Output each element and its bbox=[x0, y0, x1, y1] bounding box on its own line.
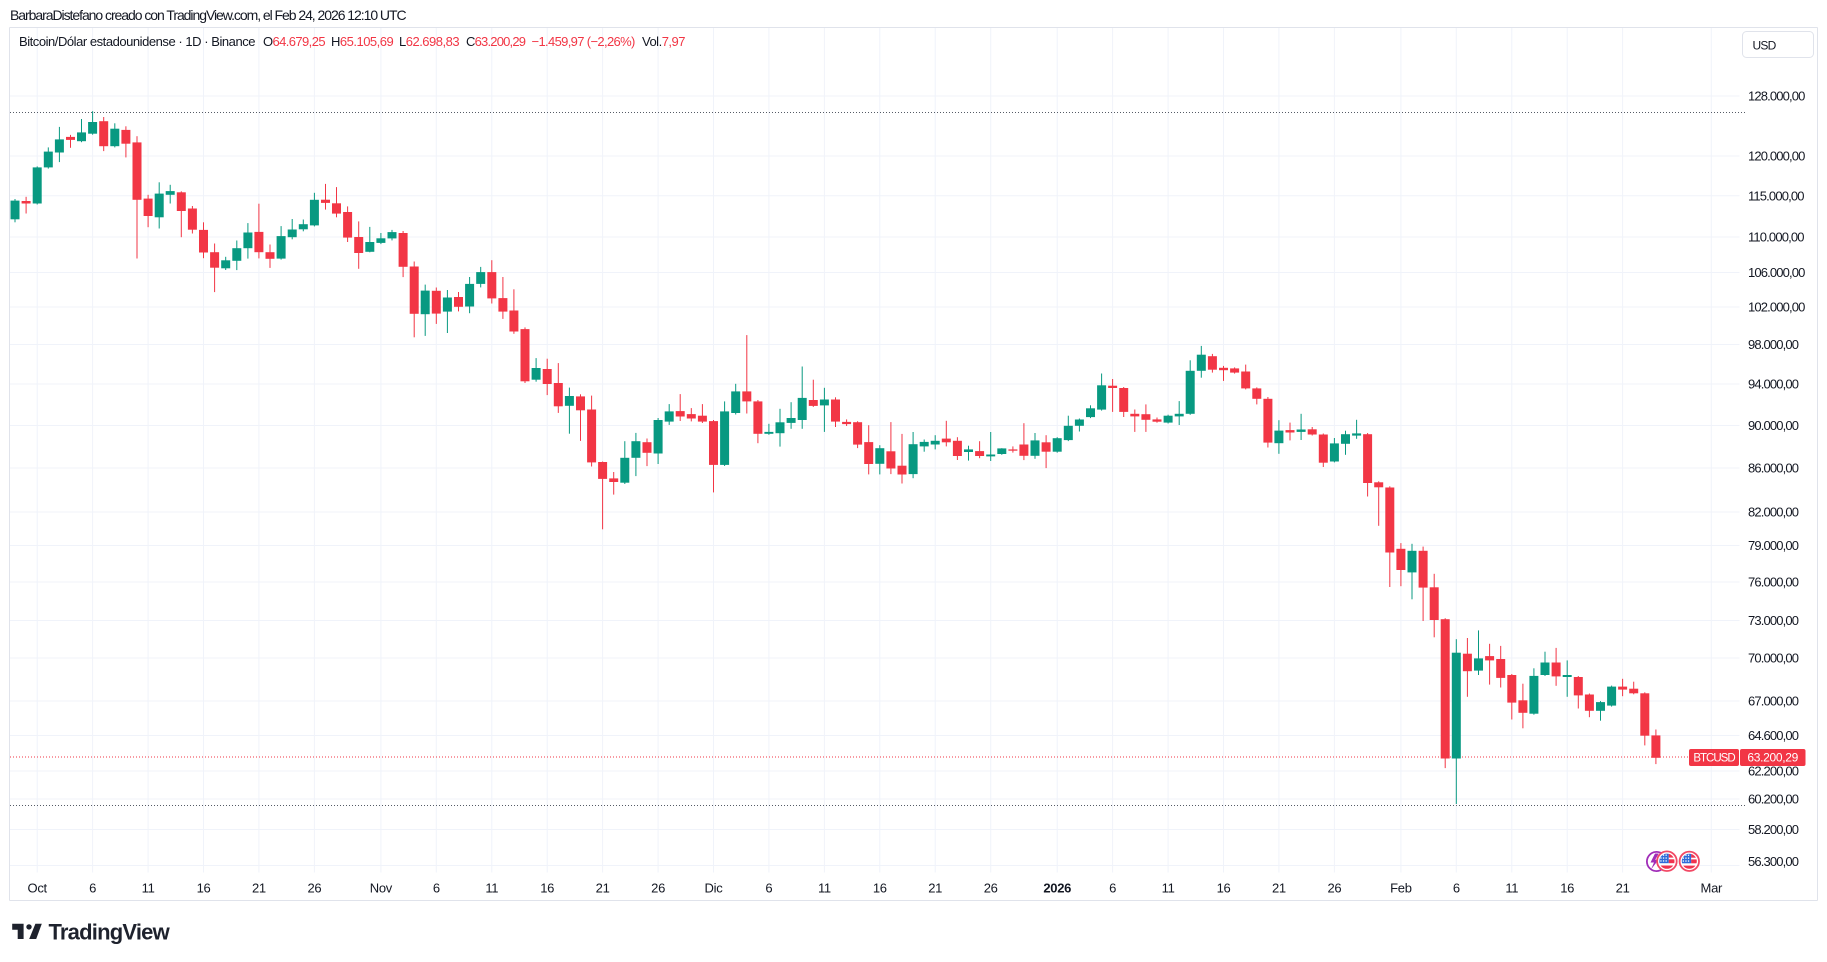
svg-text:Feb: Feb bbox=[1390, 881, 1412, 896]
svg-text:60.200,00: 60.200,00 bbox=[1748, 792, 1799, 807]
svg-text:C63.200,29: C63.200,29 bbox=[466, 34, 526, 49]
svg-text:128.000,00: 128.000,00 bbox=[1748, 89, 1805, 104]
svg-text:11: 11 bbox=[485, 881, 498, 896]
svg-text:102.000,00: 102.000,00 bbox=[1748, 300, 1805, 315]
svg-text:82.000,00: 82.000,00 bbox=[1748, 505, 1799, 520]
svg-text:21: 21 bbox=[1272, 881, 1286, 896]
svg-text:16: 16 bbox=[1560, 881, 1574, 896]
svg-text:L62.698,83: L62.698,83 bbox=[399, 34, 459, 49]
svg-text:64.600,00: 64.600,00 bbox=[1748, 728, 1799, 743]
svg-text:Bitcoin/Dólar estadounidense ·: Bitcoin/Dólar estadounidense · 1D · Bina… bbox=[19, 34, 255, 49]
svg-text:Mar: Mar bbox=[1701, 881, 1723, 896]
svg-text:6: 6 bbox=[1453, 881, 1460, 896]
svg-text:6: 6 bbox=[89, 881, 96, 896]
svg-text:67.000,00: 67.000,00 bbox=[1748, 694, 1799, 709]
svg-text:16: 16 bbox=[1217, 881, 1231, 896]
svg-text:16: 16 bbox=[197, 881, 211, 896]
svg-text:H65.105,69: H65.105,69 bbox=[331, 34, 393, 49]
svg-text:94.000,00: 94.000,00 bbox=[1748, 377, 1799, 392]
svg-text:16: 16 bbox=[540, 881, 554, 896]
svg-text:Dic: Dic bbox=[705, 881, 724, 896]
svg-text:BTCUSD: BTCUSD bbox=[1693, 753, 1735, 765]
svg-text:21: 21 bbox=[928, 881, 942, 896]
svg-text:USD: USD bbox=[1753, 39, 1777, 53]
svg-text:11: 11 bbox=[1505, 881, 1518, 896]
svg-text:BarbaraDistefano creado con Tr: BarbaraDistefano creado con TradingView.… bbox=[10, 7, 406, 23]
svg-text:106.000,00: 106.000,00 bbox=[1748, 265, 1805, 280]
svg-text:76.000,00: 76.000,00 bbox=[1748, 575, 1799, 590]
svg-text:26: 26 bbox=[984, 881, 998, 896]
svg-text:6: 6 bbox=[765, 881, 772, 896]
svg-text:21: 21 bbox=[596, 881, 610, 896]
svg-text:63.200,29: 63.200,29 bbox=[1747, 751, 1798, 765]
svg-text:73.000,00: 73.000,00 bbox=[1748, 613, 1799, 628]
svg-text:11: 11 bbox=[1162, 881, 1175, 896]
svg-text:79.000,00: 79.000,00 bbox=[1748, 538, 1799, 553]
svg-text:11: 11 bbox=[818, 881, 831, 896]
svg-text:115.000,00: 115.000,00 bbox=[1748, 189, 1804, 204]
svg-text:O64.679,25: O64.679,25 bbox=[263, 34, 325, 49]
svg-text:−1.459,97 (−2,26%): −1.459,97 (−2,26%) bbox=[532, 34, 636, 49]
svg-text:26: 26 bbox=[1327, 881, 1341, 896]
svg-text:Nov: Nov bbox=[370, 881, 393, 896]
svg-text:21: 21 bbox=[1616, 881, 1630, 896]
svg-text:58.200,00: 58.200,00 bbox=[1748, 822, 1799, 837]
svg-text:11: 11 bbox=[142, 881, 155, 896]
svg-text:86.000,00: 86.000,00 bbox=[1748, 461, 1799, 476]
svg-text:98.000,00: 98.000,00 bbox=[1748, 337, 1799, 352]
svg-text:26: 26 bbox=[307, 881, 321, 896]
svg-text:120.000,00: 120.000,00 bbox=[1748, 149, 1805, 164]
svg-text:21: 21 bbox=[252, 881, 266, 896]
svg-text:6: 6 bbox=[433, 881, 440, 896]
svg-text:90.000,00: 90.000,00 bbox=[1748, 418, 1799, 433]
svg-text:70.000,00: 70.000,00 bbox=[1748, 651, 1799, 666]
svg-text:26: 26 bbox=[651, 881, 665, 896]
svg-text:Oct: Oct bbox=[28, 881, 48, 896]
svg-text:2026: 2026 bbox=[1043, 881, 1071, 896]
svg-text:56.300,00: 56.300,00 bbox=[1748, 854, 1799, 869]
svg-text:16: 16 bbox=[873, 881, 887, 896]
svg-text:6: 6 bbox=[1109, 881, 1116, 896]
svg-text:62.200,00: 62.200,00 bbox=[1748, 764, 1799, 779]
svg-text:110.000,00: 110.000,00 bbox=[1748, 230, 1804, 245]
svg-text:TradingView: TradingView bbox=[49, 920, 171, 945]
svg-text:Vol.7,97: Vol.7,97 bbox=[642, 34, 685, 49]
